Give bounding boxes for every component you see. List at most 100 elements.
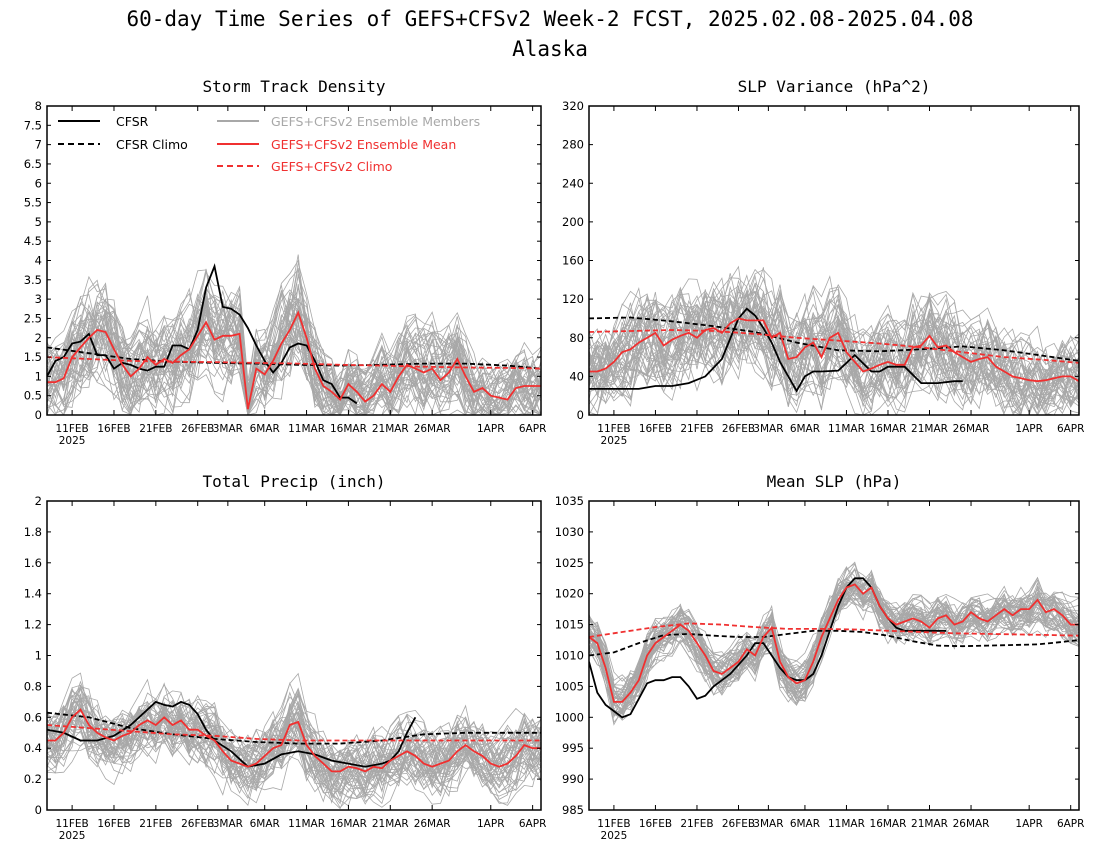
x-tick-label: 11MAR [828, 818, 865, 830]
figure-title: 60-day Time Series of GEFS+CFSv2 Week-2 … [126, 7, 973, 31]
x-tick-label: 26FEB [722, 423, 755, 435]
ensemble-member-line [47, 684, 541, 804]
ensemble-member-line [47, 283, 541, 415]
y-tick-label: 1 [35, 649, 42, 663]
x-tick-label: 6APR [519, 423, 547, 435]
ensemble-member-line [589, 293, 1079, 415]
x-tick-label: 6APR [1057, 423, 1085, 435]
ensemble-member-line [47, 687, 541, 807]
x-tick-label: 6MAR [790, 818, 820, 830]
ensemble-members [589, 561, 1079, 726]
y-tick-label: 7.5 [24, 118, 42, 132]
x-tick-label: 26MAR [414, 818, 451, 830]
y-tick-label: 0.8 [24, 679, 42, 693]
x-tick-label: 3MAR [753, 818, 783, 830]
panel-total-precip: Total Precip (inch) 0 0.2 0.4 0.6 0.8 1 1.2 1.4 1… [24, 472, 547, 842]
x-tick-label: 21FEB [680, 423, 713, 435]
x-tick-label: 6APR [1057, 818, 1085, 830]
y-tick-label: 1020 [555, 587, 584, 601]
x-tick-label: 21MAR [911, 818, 948, 830]
y-tick-label: 280 [562, 138, 584, 152]
ensemble-member-line [589, 283, 1079, 415]
x-tick-label: 26MAR [414, 423, 451, 435]
ensemble-member-line [589, 577, 1079, 716]
y-tick-label: 4 [35, 254, 42, 268]
x-tick-label: 3MAR [753, 423, 783, 435]
legend: CFSR CFSR Climo GEFS+CFSv2 Ensemble Memb… [58, 114, 480, 174]
x-tick-label: 11MAR [288, 423, 325, 435]
series-gefs-cfsv2-ensemble-mean [589, 583, 1079, 703]
ensemble-member-line [589, 294, 1079, 410]
ensemble-member-line [589, 292, 1079, 415]
ensemble-member-line [47, 268, 541, 415]
legend-label-gefs-climo: GEFS+CFSv2 Climo [271, 159, 392, 174]
y-tick-label: 1000 [555, 710, 584, 724]
legend-label-cfsr-climo: CFSR Climo [116, 137, 188, 152]
ensemble-member-line [47, 672, 541, 805]
y-tick-label: 1.6 [24, 556, 42, 570]
y-tick-label: 3 [35, 292, 42, 306]
y-tick-label: 985 [562, 803, 584, 817]
series-cfsr-climo [589, 316, 1079, 362]
ensemble-member-line [589, 284, 1079, 415]
x-tick-label: 16FEB [97, 423, 130, 435]
y-tick-label: 80 [569, 331, 584, 345]
legend-label-members: GEFS+CFSv2 Ensemble Members [271, 114, 480, 129]
x-tick-label: 21FEB [680, 818, 713, 830]
x-tick-label: 3MAR [213, 818, 243, 830]
series-gefs-cfsv2-ensemble-mean [47, 310, 541, 410]
x-tick-label: 16FEB [639, 423, 672, 435]
y-tick-label: 240 [562, 176, 584, 190]
y-tick-label: 1010 [555, 649, 584, 663]
y-tick-label: 7 [35, 138, 42, 152]
x-year-label: 2025 [59, 830, 86, 842]
series-gefs-cfsv2-climo [47, 356, 541, 370]
panel-title: Mean SLP (hPa) [767, 472, 902, 491]
series-gefs-cfsv2-ensemble-mean [47, 708, 541, 773]
y-tick-label: 4.5 [24, 234, 42, 248]
x-tick-label: 16FEB [97, 818, 130, 830]
x-year-label: 2025 [601, 435, 628, 447]
ensemble-member-line [589, 286, 1079, 404]
x-tick-label: 26FEB [181, 818, 214, 830]
series-cfsr-climo [47, 346, 541, 370]
y-tick-label: 1.8 [24, 525, 42, 539]
ensemble-member-line [47, 707, 541, 808]
ensemble-members [589, 265, 1079, 415]
y-tick-label: 8 [35, 99, 42, 113]
ensemble-member-line [589, 285, 1079, 415]
ensemble-member-line [47, 302, 541, 415]
y-tick-label: 1005 [555, 679, 584, 693]
x-tick-label: 1APR [1015, 423, 1043, 435]
x-tick-label: 16FEB [639, 818, 672, 830]
y-tick-label: 1025 [555, 556, 584, 570]
x-tick-label: 21FEB [139, 423, 172, 435]
y-tick-label: 5 [35, 215, 42, 229]
x-tick-label: 6MAR [250, 818, 280, 830]
y-tick-label: 160 [562, 254, 584, 268]
x-tick-label: 21MAR [372, 818, 409, 830]
ensemble-member-line [47, 294, 541, 408]
y-tick-label: 1030 [555, 525, 584, 539]
panel-title: SLP Variance (hPa^2) [738, 77, 931, 96]
x-tick-label: 11FEB [55, 423, 88, 435]
x-tick-label: 26MAR [953, 818, 990, 830]
series-gefs-cfsv2-climo [589, 622, 1079, 638]
x-tick-label: 16MAR [870, 818, 907, 830]
y-tick-label: 0.6 [24, 710, 42, 724]
x-year-label: 2025 [601, 830, 628, 842]
x-tick-label: 16MAR [330, 423, 367, 435]
ensemble-member-line [589, 578, 1079, 705]
series-gefs-cfsv2-climo [589, 329, 1079, 364]
y-tick-label: 0.4 [24, 741, 42, 755]
ensemble-members [47, 254, 541, 415]
y-tick-label: 0 [577, 408, 584, 422]
y-tick-label: 2.5 [24, 311, 42, 325]
x-tick-label: 11FEB [55, 818, 88, 830]
ensemble-member-line [47, 298, 541, 415]
x-tick-label: 16MAR [870, 423, 907, 435]
series-cfsr-climo [589, 629, 1079, 657]
x-tick-label: 1APR [477, 423, 505, 435]
y-tick-label: 200 [562, 215, 584, 229]
